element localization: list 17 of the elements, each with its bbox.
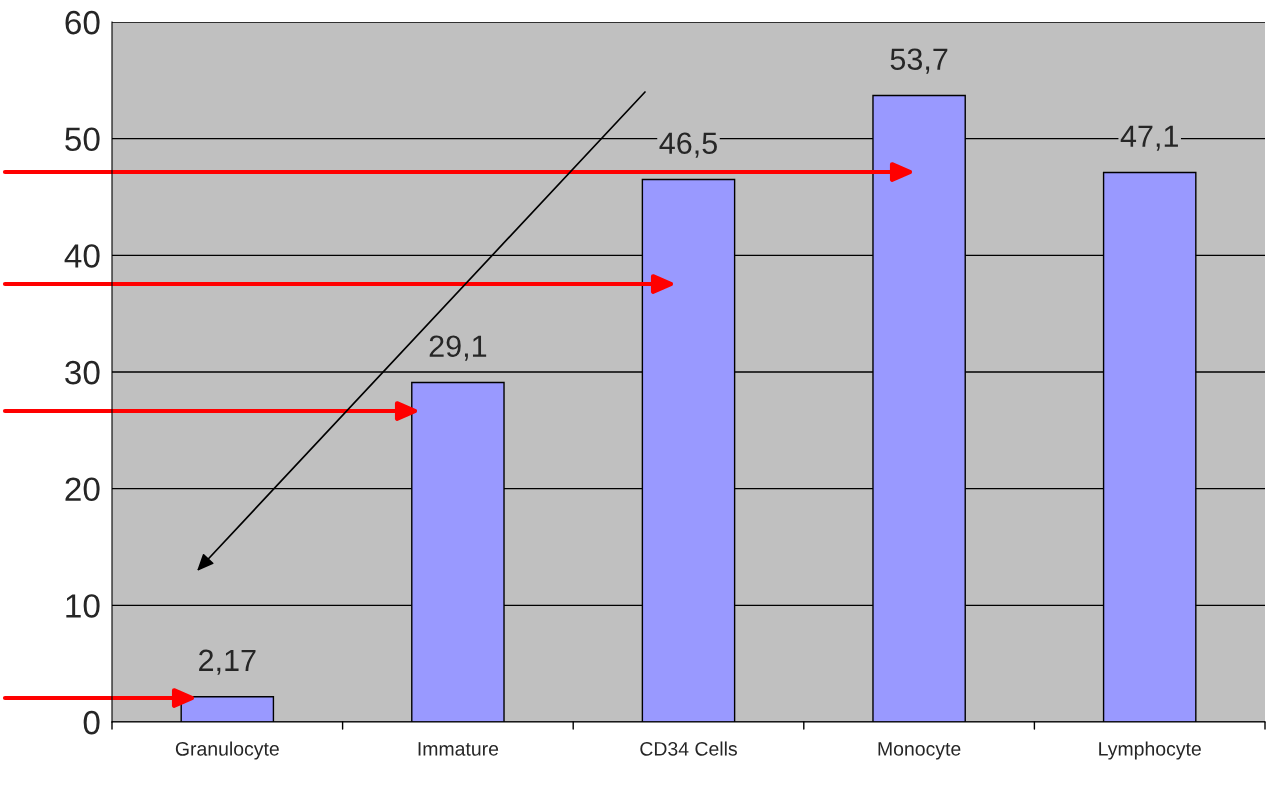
data-label: 47,1 [1120,125,1178,151]
y-tick-label: 40 [64,244,100,268]
data-label: 46,5 [659,132,717,158]
y-tick-label: 20 [65,477,100,502]
x-tick-label: Monocyte [878,742,961,760]
x-tick-label: Lymphocyte [1099,741,1201,760]
data-label: 29,1 [429,335,487,361]
x-tick-label: CD34 Cells [640,741,737,756]
y-tick-label: 10 [66,594,100,618]
y-tick-label: 0 [83,710,100,735]
data-label: 2,17 [199,649,256,675]
y-tick-label: 60 [65,10,100,35]
x-tick-label: Immature [418,742,499,756]
x-tick-label: Granulocyte [175,741,279,760]
y-tick-label: 30 [65,360,100,385]
data-label: 53,7 [890,48,948,74]
y-tick-label: 50 [65,127,100,152]
